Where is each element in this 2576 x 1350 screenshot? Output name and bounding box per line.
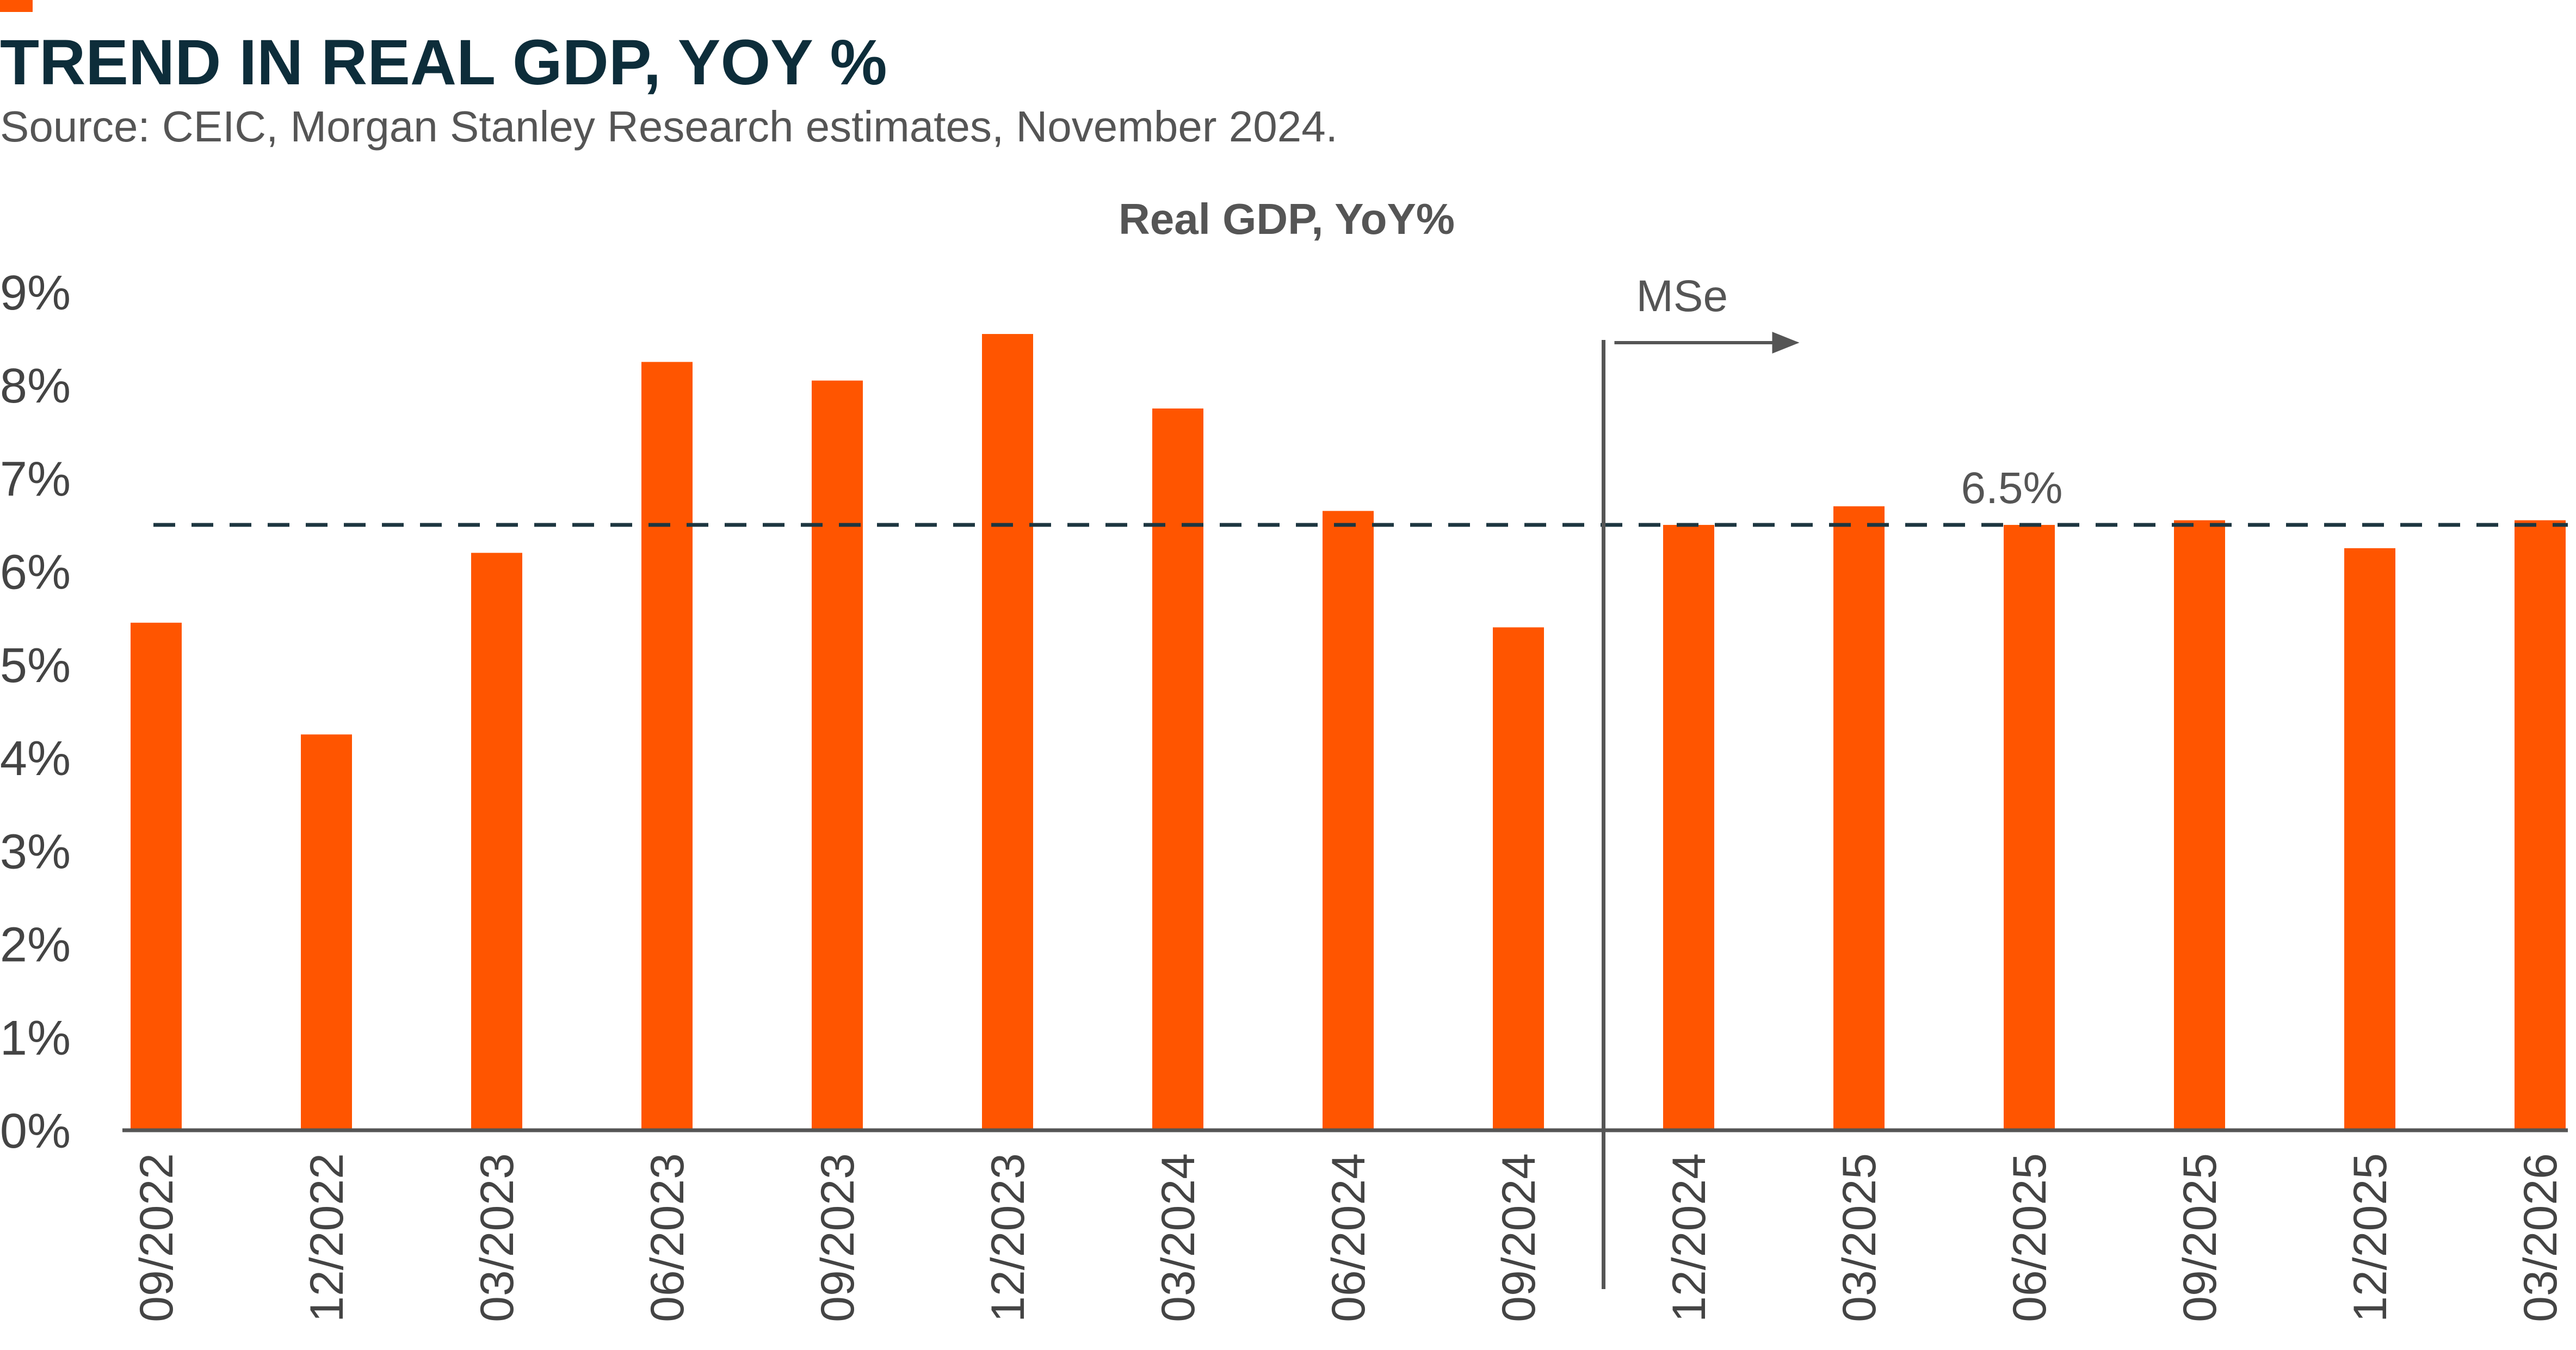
y-tick-label: 8% xyxy=(0,359,71,413)
page-title: TREND IN REAL GDP, YOY % xyxy=(0,27,887,98)
reference-line-label: 6.5% xyxy=(1961,463,2063,513)
x-tick-label: 03/2023 xyxy=(471,1153,523,1322)
y-tick-label: 6% xyxy=(0,546,71,600)
bar xyxy=(812,380,863,1130)
x-tick-label: 09/2025 xyxy=(2174,1153,2226,1322)
x-tick-label: 12/2024 xyxy=(1663,1153,1715,1322)
forecast-arrowhead xyxy=(1772,332,1800,354)
y-tick-label: 5% xyxy=(0,639,71,693)
bar xyxy=(641,362,693,1130)
chart-title: Real GDP, YoY% xyxy=(1119,195,1455,243)
bar xyxy=(1323,511,1374,1130)
bar xyxy=(471,553,522,1130)
bar xyxy=(2004,525,2055,1130)
x-tick-label: 12/2022 xyxy=(301,1153,353,1322)
x-tick-label: 06/2023 xyxy=(641,1153,694,1322)
bar xyxy=(1833,506,1885,1131)
y-tick-label: 7% xyxy=(0,452,71,506)
x-tick-label: 09/2023 xyxy=(812,1153,864,1322)
bar xyxy=(2515,520,2566,1131)
y-tick-label: 4% xyxy=(0,732,71,786)
y-axis-ticks: 0% 1% 2% 3% 4% 5% 6% 7% 8% 9% xyxy=(0,266,71,1159)
y-tick-label: 9% xyxy=(0,266,71,320)
x-axis-ticks: 09/2022 12/2022 03/2023 06/2023 09/2023 12/20… xyxy=(131,1153,2567,1322)
x-tick-label: 06/2024 xyxy=(1323,1153,1375,1322)
y-tick-label: 0% xyxy=(0,1104,71,1159)
accent-marker xyxy=(0,0,33,12)
x-tick-label: 12/2025 xyxy=(2344,1153,2396,1322)
x-tick-label: 03/2025 xyxy=(1833,1153,1886,1322)
source-note: Source: CEIC, Morgan Stanley Research es… xyxy=(0,102,1338,151)
x-tick-label: 03/2026 xyxy=(2515,1153,2567,1322)
bar xyxy=(301,734,352,1130)
y-tick-label: 2% xyxy=(0,918,71,973)
y-tick-label: 1% xyxy=(0,1011,71,1066)
x-tick-label: 12/2023 xyxy=(982,1153,1034,1322)
bar xyxy=(131,622,182,1130)
bar xyxy=(2174,520,2225,1131)
x-tick-label: 09/2024 xyxy=(1493,1153,1545,1322)
bar xyxy=(1663,525,1714,1130)
x-tick-label: 09/2022 xyxy=(131,1153,183,1322)
bar xyxy=(1493,627,1544,1130)
bar xyxy=(2344,548,2395,1130)
y-tick-label: 3% xyxy=(0,825,71,879)
x-tick-label: 03/2024 xyxy=(1152,1153,1204,1322)
forecast-label: MSe xyxy=(1636,271,1728,321)
bar xyxy=(982,334,1033,1130)
x-tick-label: 06/2025 xyxy=(2004,1153,2056,1322)
bars xyxy=(131,334,2566,1131)
bar xyxy=(1152,408,1203,1130)
